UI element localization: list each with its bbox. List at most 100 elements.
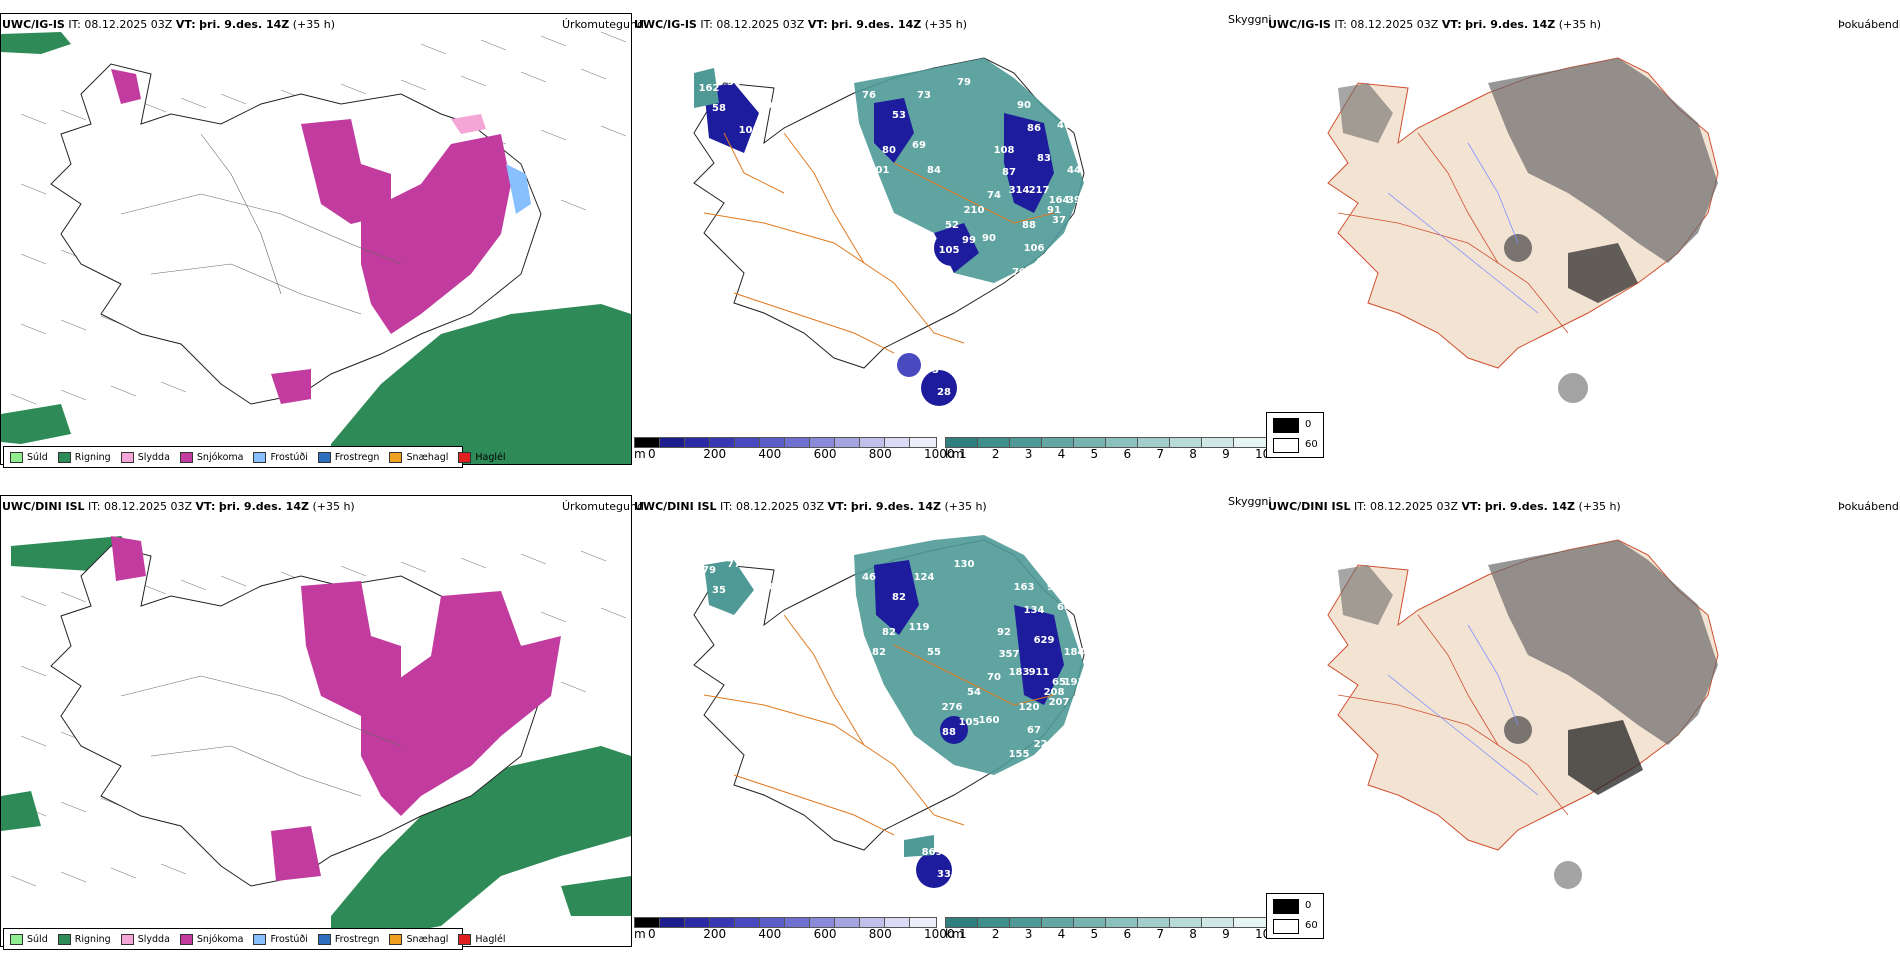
- cloud-base-value: 224: [1034, 739, 1055, 750]
- cloud-base-value: 64: [1057, 602, 1071, 613]
- fog-map-row2: [1327, 539, 1719, 889]
- cloud-base-value: 144: [989, 295, 1010, 306]
- colorbar-tick-label: 600: [813, 447, 837, 461]
- cloud-base-value: 83: [1037, 153, 1051, 164]
- cloud-base-value: 90: [1017, 100, 1031, 111]
- cloud-base-value: 54: [967, 687, 981, 698]
- colorbar-unit: m: [634, 927, 646, 941]
- legend-label: Snjókoma: [196, 451, 244, 463]
- cloud-base-value: 163: [1014, 582, 1035, 593]
- cloud-base-value: 58: [727, 77, 741, 88]
- cloud-base-value: 55: [927, 647, 941, 658]
- cloud-base-value: 77: [727, 559, 741, 570]
- legend-item-snæhagl: Snæhagl: [389, 451, 448, 463]
- cloud-base-value: 82: [872, 647, 886, 658]
- visibility-label-row1: Skyggni: [1228, 13, 1272, 26]
- legend-item-súld: Súld: [10, 451, 48, 463]
- cloud-base-value: 183: [1009, 667, 1030, 678]
- cloud-base-value: 67: [742, 607, 756, 618]
- cloud-base-value: 40: [1057, 120, 1071, 131]
- cloud-base-value: 33: [937, 869, 951, 880]
- legend-label: Snæhagl: [406, 933, 449, 945]
- legend-swatch: [389, 933, 403, 945]
- cloud-base-value: 217: [1029, 185, 1050, 196]
- colorbar-tick-label: 800: [868, 447, 892, 461]
- cloud-base-value: 178: [1054, 755, 1075, 766]
- colorbar-tick-label: 4: [1057, 447, 1066, 461]
- legend-item-slydda: Slydda: [120, 933, 170, 945]
- fog-legend-white-swatch: [1273, 438, 1299, 453]
- fog-label-row1: Þokuábendi: [1838, 18, 1900, 31]
- cloud-base-value: 86: [1027, 123, 1041, 134]
- cloud-base-value: 869: [922, 847, 943, 858]
- precip-title-row2: UWC/DINI ISL IT: 08.12.2025 03Z VT: þri.…: [2, 500, 355, 513]
- colorbar-tick-label: 1: [959, 927, 967, 941]
- colorbar-segment: [1105, 917, 1140, 928]
- colorbar-tick-label: 3: [1024, 447, 1033, 461]
- colorbar-segment: [1201, 437, 1236, 448]
- colorbar-tick-label: 400: [758, 447, 782, 461]
- cloud-base-value: 164: [1049, 195, 1070, 206]
- cloud-base-value: 172: [1064, 727, 1085, 738]
- legend-item-frostregn: Frostregn: [317, 933, 380, 945]
- precip-type-panel-row2: Súld Rigning Slydda Snjókoma Frostúði Frostre…: [0, 495, 632, 950]
- cloud-base-value: 27: [992, 777, 1006, 788]
- colorbar-segment: [1137, 437, 1172, 448]
- cloud-base-map-row1: 162 58 58 104 100 76 53 73 79 80 69 101 84 90 69 86 40 10…: [693, 57, 1085, 406]
- colorbar-tick-label: 5: [1090, 447, 1099, 461]
- cloud-base-value: 208: [1044, 687, 1065, 698]
- legend-label: Súld: [27, 933, 48, 945]
- cloud-base-value: 39: [1067, 195, 1081, 206]
- cloud-base-value: 911: [1029, 667, 1050, 678]
- precip-legend-row1: Súld Rigning Slydda Snjókoma Frostúði Frostre…: [3, 446, 506, 468]
- cloud-base-value: 76: [862, 90, 876, 101]
- fog-panel-row2: [1268, 495, 1900, 965]
- cloud-base-value: 134: [1024, 605, 1045, 616]
- legend-swatch: [57, 451, 71, 463]
- colorbar-segment: [1105, 437, 1140, 448]
- cloud-base-value: 66: [1057, 273, 1071, 284]
- cloud-base-value: 74: [987, 190, 1001, 201]
- cloud-title-row2: UWC/DINI ISL IT: 08.12.2025 03Z VT: þri.…: [634, 500, 987, 513]
- cloud-base-value: 53: [892, 110, 906, 121]
- colorbar-segment: [909, 437, 937, 448]
- cloud-base-value: 100: [739, 125, 760, 136]
- legend-item-rigning: Rigning: [57, 933, 111, 945]
- colorbar-tick-label: 6: [1123, 447, 1132, 461]
- legend-item-haglél: Haglél: [458, 451, 506, 463]
- colorbar-tick-label: 400: [758, 927, 782, 941]
- legend-item-frostúði: Frostúði: [253, 933, 308, 945]
- cloud-base-value: 91: [1047, 205, 1061, 216]
- cloud-base-value: 88: [1022, 220, 1036, 231]
- visibility-label-row2: Skyggni: [1228, 495, 1272, 508]
- cloud-base-value: 120: [1019, 702, 1040, 713]
- colorbar-segment: [834, 437, 862, 448]
- colorbar-segment: [1169, 917, 1204, 928]
- legend-swatch: [317, 933, 331, 945]
- cloud-base-value: 193: [1064, 677, 1085, 688]
- cloud-base-value: 67: [1027, 725, 1041, 736]
- precip-type-label-row1: Úrkomutegund: [562, 18, 644, 31]
- colorbar-segment: [784, 437, 812, 448]
- fog-panel-row1: [1268, 13, 1900, 483]
- colorbar-segment: [659, 437, 687, 448]
- cloud-base-value: 95: [925, 365, 939, 376]
- colorbar-tick-label: 1000: [924, 927, 955, 941]
- colorbar-tick-label: 7: [1156, 927, 1164, 941]
- legend-swatch: [458, 933, 472, 945]
- legend-item-rigning: Rigning: [57, 451, 111, 463]
- legend-label: Frostregn: [334, 933, 380, 945]
- cloud-base-value: 79: [957, 77, 971, 88]
- fog-map-row1: [1327, 57, 1719, 403]
- cloud-base-value: 155: [1009, 749, 1030, 760]
- cloud-base-value: 37: [1052, 215, 1066, 226]
- colorbar-tick-label: 5: [1090, 927, 1099, 941]
- cloud-base-value: 80: [762, 582, 776, 593]
- cloud-base-value: 82: [892, 592, 906, 603]
- cloud-base-labels-row2: 79 77 35 80 67 46 82 124 130 82 119 82 55 163 96 134 64 9…: [702, 559, 1084, 880]
- colorbar-segment: [734, 437, 762, 448]
- legend-swatch: [57, 933, 71, 945]
- colorbar-segment: [909, 917, 937, 928]
- cloud-base-value: 48: [1067, 245, 1081, 256]
- fog-legend-black-swatch: [1273, 899, 1299, 914]
